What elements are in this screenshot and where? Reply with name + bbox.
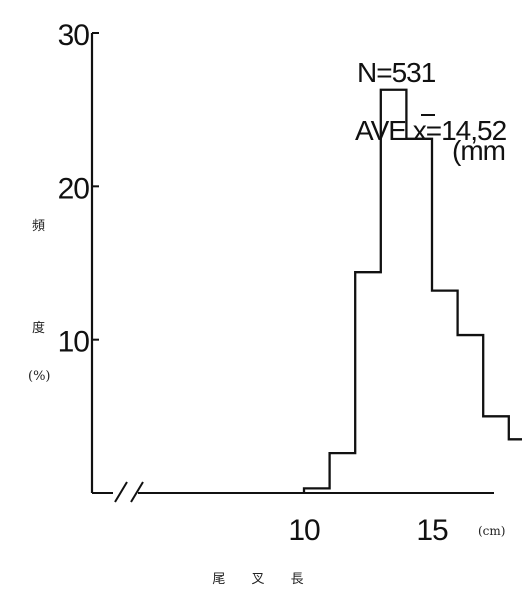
mean-value-label: AVE x=14,52 [355,115,507,146]
x-axis-label: 尾 叉 長 [212,572,303,587]
x-axis-unit: (cm) [478,524,505,538]
axis-break-mark [114,481,128,503]
tick-labels: 102030101520 [58,19,449,547]
histogram-outline [302,88,522,493]
y-tick-label: 20 [58,172,90,205]
histogram-bar [381,90,407,493]
axes [90,32,494,503]
histogram-bar [355,272,381,493]
histogram-bar [330,453,356,493]
histogram-bar [483,416,509,493]
sample-size-annotation: N=531 [357,57,436,88]
histogram-bars [302,88,522,493]
axis-break-mark [130,481,144,503]
x-tick-label: 10 [288,514,320,547]
histogram-bar [458,335,484,493]
x-tick-label: 15 [416,514,448,547]
y-axis-label-unit: (%) [28,369,51,384]
y-axis-label-char-2: 度 [32,320,45,336]
y-tick-label: 30 [58,19,90,52]
y-tick-label: 10 [58,326,90,359]
histogram-bar [406,139,432,493]
y-axis-label-char-1: 頻 [32,219,45,234]
mean-unit-label: (mm [452,135,505,166]
histogram-bar [304,488,330,493]
histogram-bar [509,439,522,493]
mean-annotation: AVE x=14,52 [355,114,508,146]
histogram-bar [432,291,458,493]
